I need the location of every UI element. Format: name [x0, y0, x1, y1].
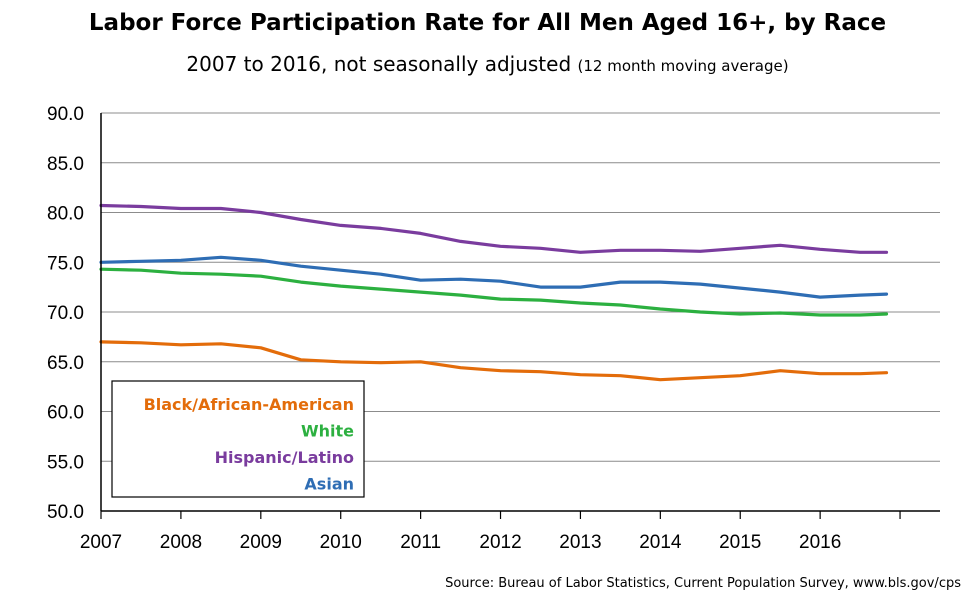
source-note: Source: Bureau of Labor Statistics, Curr…	[445, 576, 961, 591]
y-tick-label: 65.0	[47, 353, 84, 374]
legend-entry-hispanic-latino: Hispanic/Latino	[215, 448, 354, 467]
subtitle-main: 2007 to 2016, not seasonally adjusted	[186, 52, 572, 76]
x-tick-label: 2016	[799, 532, 841, 553]
y-tick-label: 75.0	[47, 253, 84, 274]
axes: 50.0 55.0 60.0 65.0 70.0 75.0 80.0 85.0 90.0 2007…	[47, 104, 940, 553]
y-tick-label: 50.0	[47, 502, 84, 523]
y-tick-label: 70.0	[47, 303, 84, 324]
y-tick-label: 80.0	[47, 204, 84, 225]
legend-entry-black-african-american: Black/African-American	[144, 395, 354, 414]
series-line-hispanic-latino	[99, 203, 889, 254]
x-tick-label: 2007	[80, 532, 122, 553]
series-lines	[99, 203, 889, 382]
grid-lines	[101, 112, 940, 462]
legend-entry-white: White	[301, 422, 354, 441]
y-tick-label: 90.0	[47, 104, 84, 125]
y-tick-label: 60.0	[47, 403, 84, 424]
legend-entry-asian: Asian	[304, 475, 354, 494]
chart-subtitle: 2007 to 2016, not seasonally adjusted (1…	[0, 52, 975, 76]
x-tick-label: 2008	[160, 532, 202, 553]
x-tick-label: 2015	[719, 532, 761, 553]
series-line-asian	[99, 255, 889, 299]
series-line-black-african-american	[99, 340, 889, 382]
x-tick-label: 2010	[320, 532, 362, 553]
legend-box	[111, 380, 365, 498]
x-tick-label: 2011	[400, 532, 441, 553]
y-tick-label: 55.0	[47, 452, 84, 473]
legend: Black/African-American White Hispanic/Lati…	[111, 380, 365, 498]
series-line-white	[99, 267, 889, 317]
chart-title: Labor Force Participation Rate for All M…	[88, 10, 887, 36]
x-tick-label: 2009	[240, 532, 282, 553]
x-tick-label: 2013	[559, 532, 601, 553]
x-tick-label: 2012	[479, 532, 521, 553]
subtitle-note: (12 month moving average)	[577, 57, 789, 75]
y-tick-label: 85.0	[47, 154, 84, 175]
x-tick-label: 2014	[639, 532, 682, 553]
